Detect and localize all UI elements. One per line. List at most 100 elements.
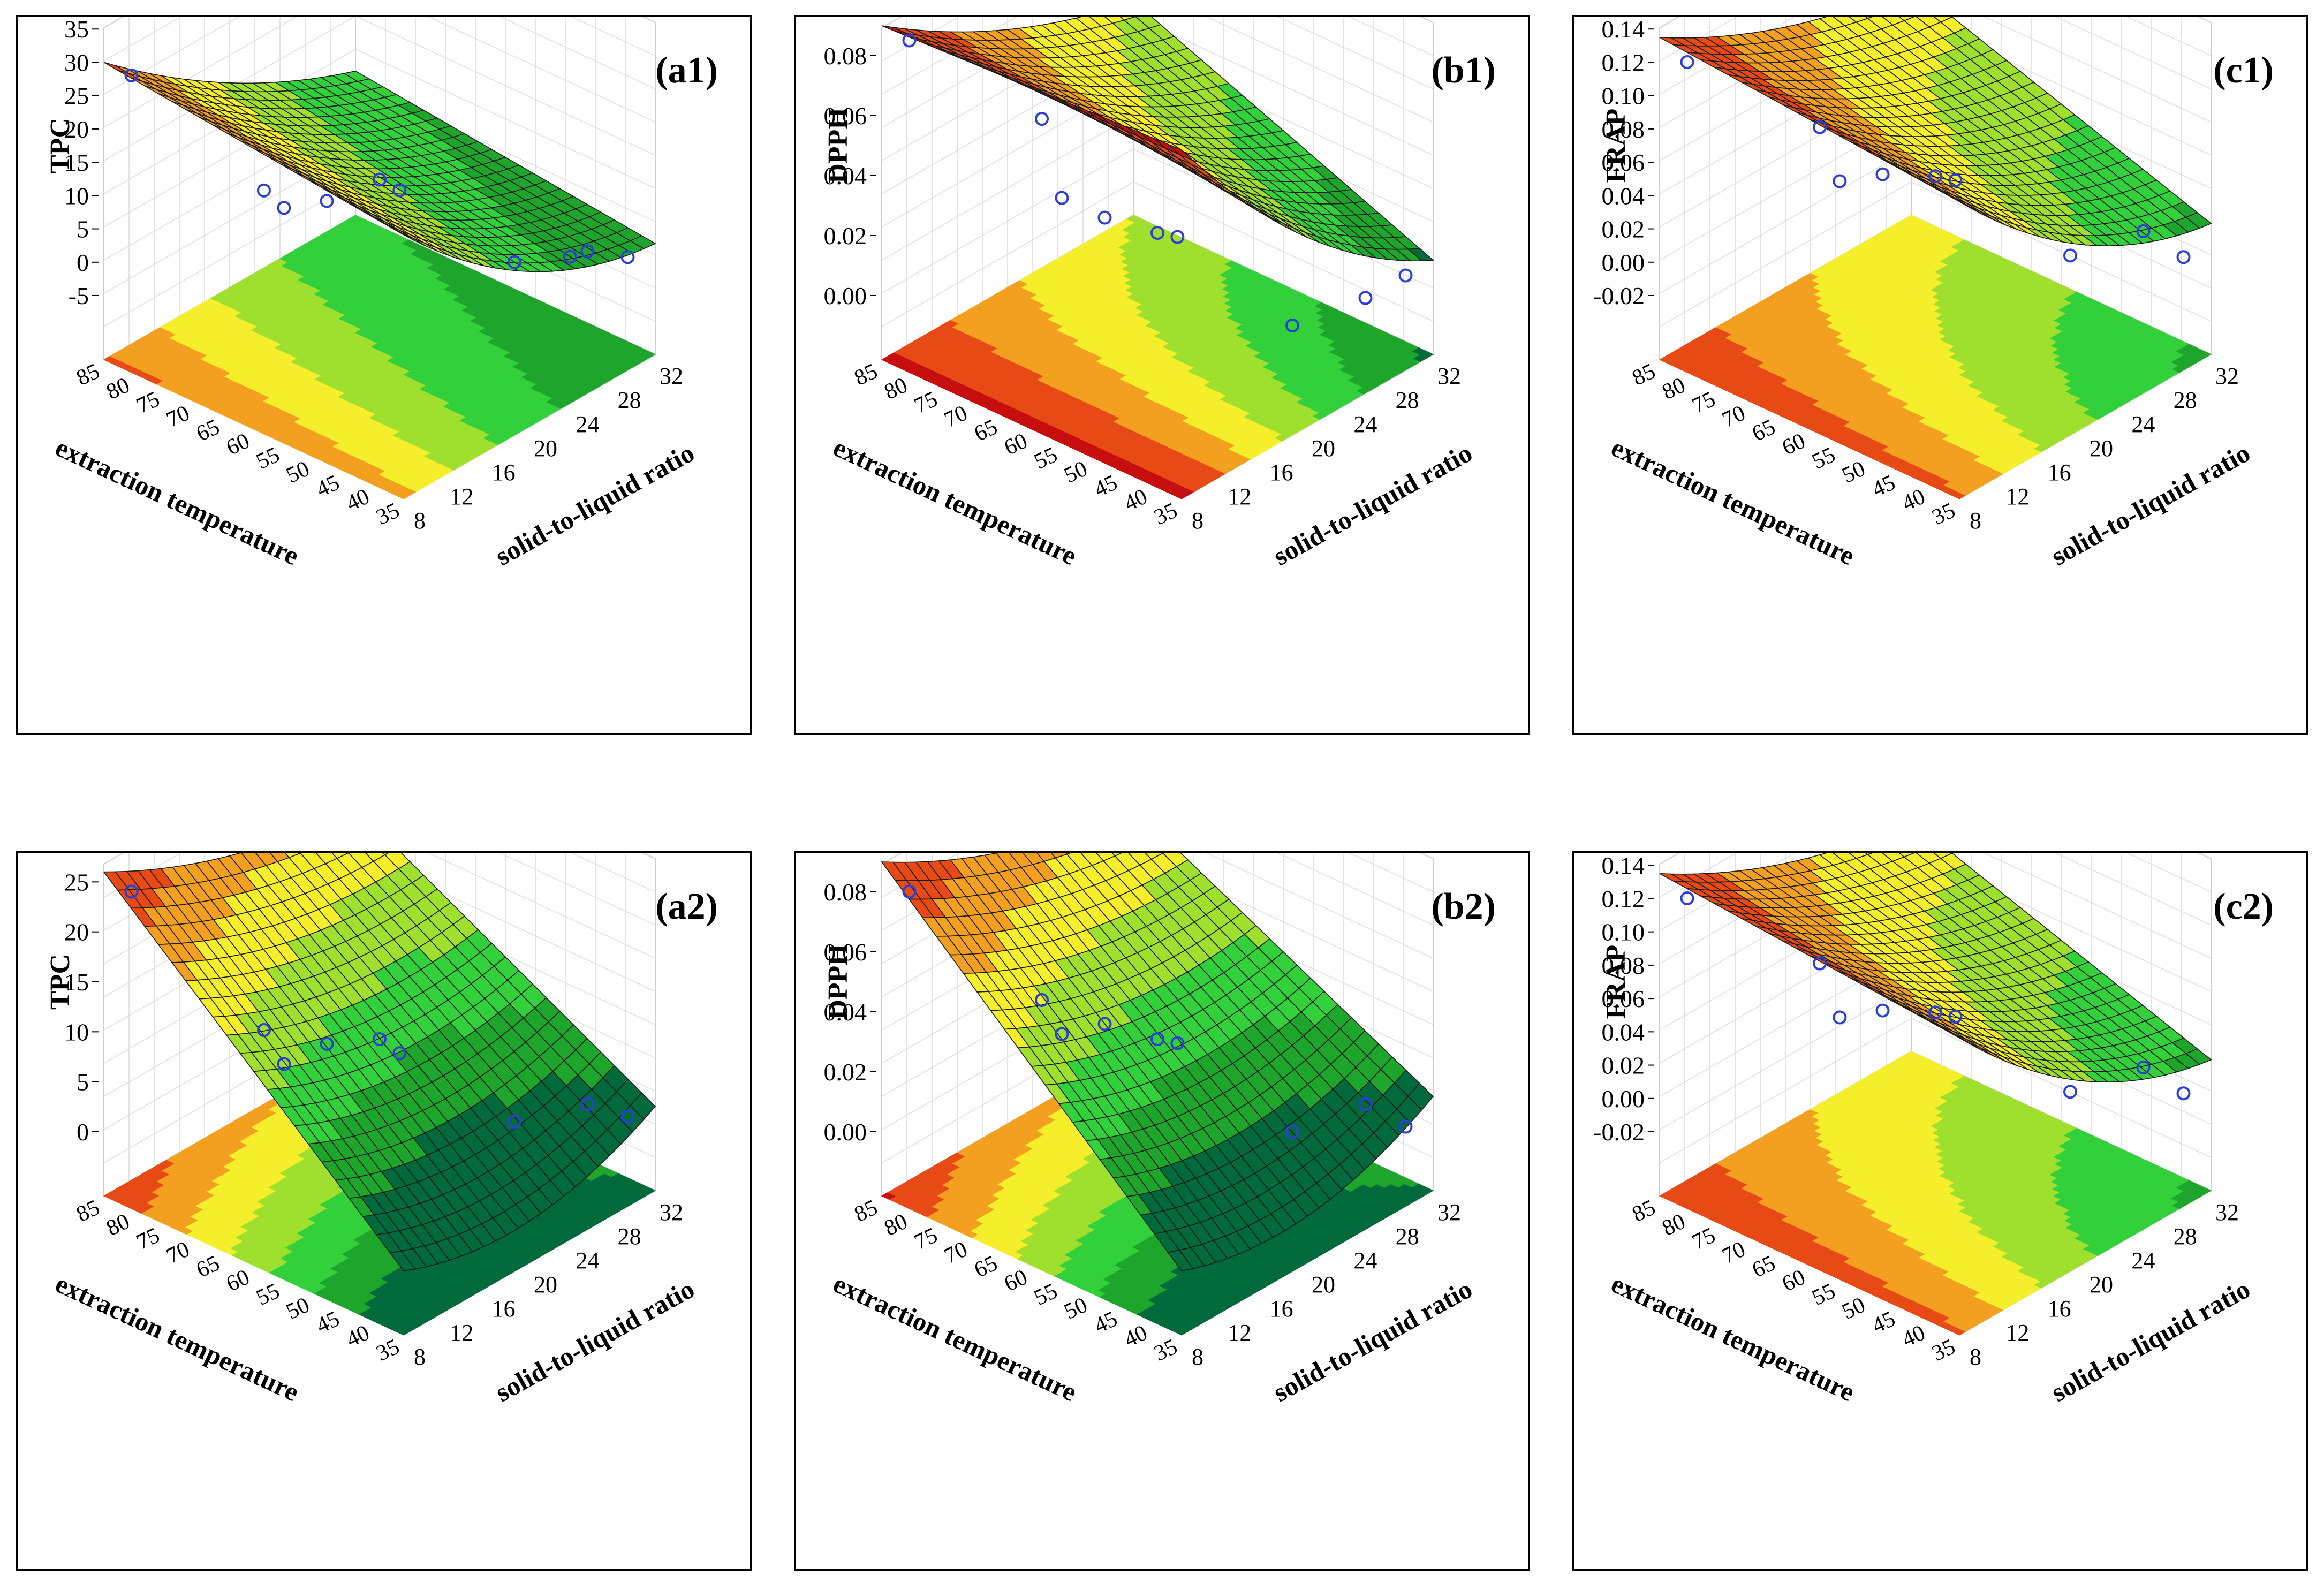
x-tick-label: 65 xyxy=(971,1251,1002,1282)
z-tick-label: 15 xyxy=(64,968,89,996)
x-tick-label: 65 xyxy=(193,414,224,446)
x-tick-label: 65 xyxy=(1748,414,1780,446)
panel-tag: (b1) xyxy=(1431,50,1496,91)
observed-point xyxy=(124,68,139,82)
observed-point xyxy=(392,183,407,198)
z-tick-label: 0.06 xyxy=(1602,149,1645,176)
panel-tag: (c1) xyxy=(2213,50,2274,91)
x-tick-label: 55 xyxy=(253,1278,284,1310)
z-tick-label: 0.10 xyxy=(1602,919,1645,946)
observed-point xyxy=(1875,167,1890,181)
observed-point xyxy=(1035,112,1049,126)
x-tick-label: 70 xyxy=(941,400,972,432)
x-tick-label: 80 xyxy=(881,1209,912,1240)
x-tick-label: 45 xyxy=(1868,470,1899,502)
observed-point xyxy=(563,249,577,264)
observed-points xyxy=(1680,891,2191,1101)
y-tick-label: 28 xyxy=(618,1223,641,1250)
observed-point xyxy=(620,1109,635,1124)
z-tick-label: 0.12 xyxy=(1602,49,1645,76)
x-tick-label: 40 xyxy=(1898,484,1929,516)
z-tick-label: 0.08 xyxy=(824,42,867,70)
z-axis-label: DPPH xyxy=(823,944,853,1020)
z-tick-label: 0.00 xyxy=(824,1118,867,1146)
observed-point xyxy=(1948,173,1963,187)
x-tick-label: 80 xyxy=(881,373,912,404)
observed-point xyxy=(580,244,595,259)
observed-point xyxy=(1097,1017,1112,1031)
z-tick-label: 0.14 xyxy=(1602,17,1645,43)
y-tick-label: 8 xyxy=(1192,508,1203,534)
x-tick-label: 50 xyxy=(283,1292,314,1324)
y-tick-label: 16 xyxy=(2048,1296,2071,1322)
x-tick-label: 85 xyxy=(851,359,882,390)
observed-point xyxy=(2176,1086,2191,1101)
observed-point xyxy=(1875,1003,1890,1018)
observed-point xyxy=(1833,1010,1847,1025)
z-tick-label: 0.00 xyxy=(1602,1085,1645,1112)
x-tick-label: 85 xyxy=(73,359,104,390)
observed-point xyxy=(257,183,271,198)
y-tick-label: 12 xyxy=(1228,483,1251,510)
y-tick-label: 28 xyxy=(1396,1223,1419,1250)
z-tick-label: 0.02 xyxy=(1602,216,1645,243)
x-tick-label: 70 xyxy=(163,1237,194,1268)
observed-point xyxy=(1948,1009,1963,1024)
x-tick-label: 65 xyxy=(971,414,1002,446)
x-tick-label: 35 xyxy=(1150,498,1182,529)
y-tick-label: 28 xyxy=(618,387,641,413)
x-tick-label: 45 xyxy=(1091,470,1122,502)
z-tick-label: 0.04 xyxy=(1602,1018,1645,1046)
chart-panel-c1: -0.020.000.020.040.060.080.100.120.140.1… xyxy=(1572,15,2308,735)
x-tick-label: 70 xyxy=(941,1237,972,1268)
observed-point xyxy=(2063,248,2077,263)
z-tick-label: -0.02 xyxy=(1593,282,1645,309)
x-tick-label: 45 xyxy=(313,1306,344,1338)
x-tick-label: 70 xyxy=(163,400,194,432)
z-tick-label: 0.00 xyxy=(1602,249,1645,276)
x-tick-label: 75 xyxy=(133,1223,164,1254)
observed-point xyxy=(1928,169,1942,184)
x-tick-label: 35 xyxy=(1928,1334,1959,1366)
observed-point xyxy=(1358,291,1373,305)
z-axis-label: DPPH xyxy=(823,108,853,184)
y-tick-label: 32 xyxy=(1437,1199,1461,1225)
y-tick-label: 16 xyxy=(1270,1296,1293,1322)
z-tick-label: 15 xyxy=(64,149,89,176)
x-tick-label: 35 xyxy=(373,498,404,529)
floor-contour-map xyxy=(1659,1051,2212,1336)
response-surface xyxy=(103,62,656,272)
response-surface xyxy=(1659,17,2212,247)
x-tick-label: 80 xyxy=(1659,373,1690,404)
y-tick-label: 16 xyxy=(2048,459,2071,486)
y-tick-label: 24 xyxy=(576,1247,599,1274)
observed-point xyxy=(1150,1032,1164,1046)
chart-panel-b2: 0.000.020.040.060.080.10DPPH858075706560… xyxy=(794,851,1530,1571)
z-tick-label: 0.04 xyxy=(824,998,867,1026)
observed-point xyxy=(2063,1085,2077,1099)
z-tick-label: -5 xyxy=(69,282,89,309)
z-tick-label: 0.04 xyxy=(1602,182,1645,209)
response-surface xyxy=(1659,853,2212,1083)
z-tick-label: 25 xyxy=(64,868,89,896)
y-tick-label: 28 xyxy=(1396,387,1419,413)
observed-point xyxy=(277,1057,291,1071)
y-axis-label: solid-to-liquid ratio xyxy=(1268,1274,1477,1407)
z-tick-label: 25 xyxy=(64,82,89,110)
observed-point xyxy=(1680,55,1694,69)
y-tick-label: 20 xyxy=(2090,435,2113,461)
panel-tag: (a2) xyxy=(655,886,718,927)
z-tick-label: 5 xyxy=(77,216,89,243)
observed-point xyxy=(124,884,139,899)
x-tick-label: 75 xyxy=(911,1223,942,1254)
x-tick-label: 40 xyxy=(1121,1320,1152,1352)
y-tick-label: 12 xyxy=(2005,1320,2029,1346)
observed-point xyxy=(1035,993,1049,1007)
x-tick-label: 60 xyxy=(1778,1265,1810,1296)
x-tick-label: 65 xyxy=(1748,1251,1780,1282)
z-tick-label: 0 xyxy=(77,1118,89,1146)
observed-point xyxy=(1928,1005,1942,1020)
x-tick-label: 60 xyxy=(223,1265,254,1296)
x-tick-label: 85 xyxy=(1629,1195,1660,1226)
z-tick-label: 35 xyxy=(64,17,89,43)
